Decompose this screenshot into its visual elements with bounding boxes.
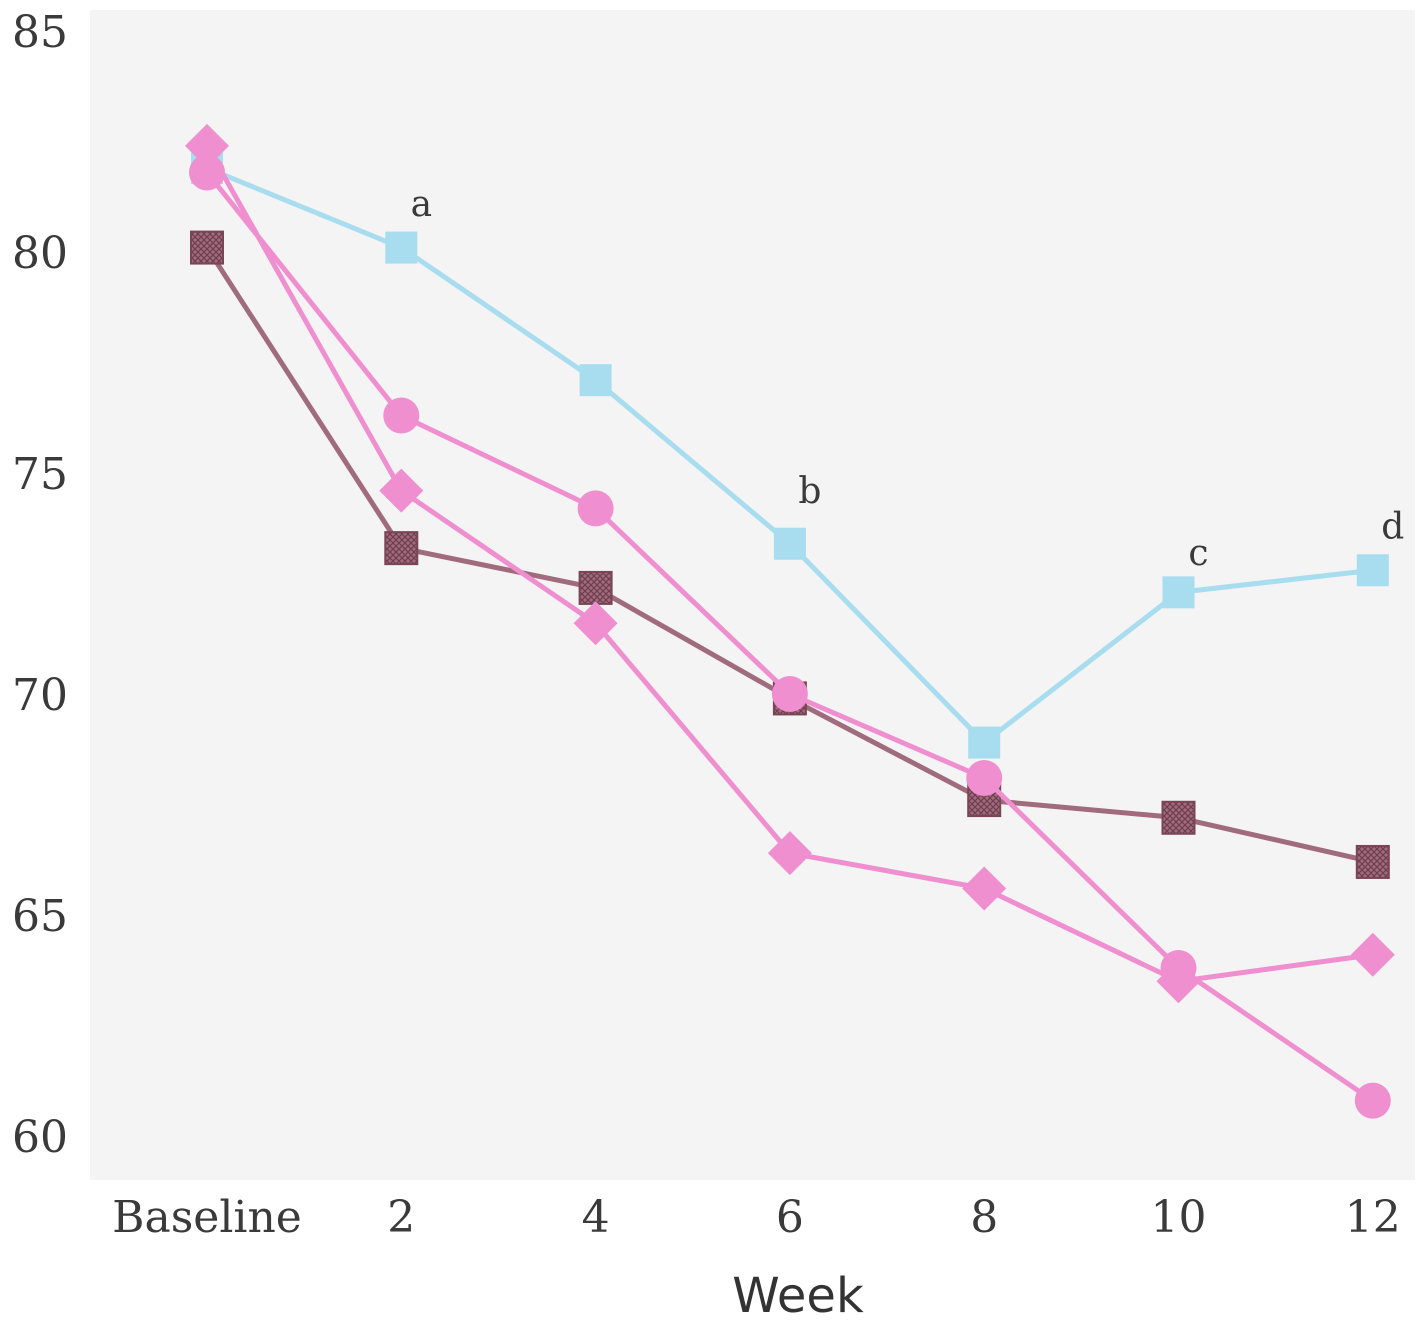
y-tick-label: 80 xyxy=(12,228,68,279)
x-tick-label: 10 xyxy=(1151,1192,1207,1243)
x-tick-label: 4 xyxy=(582,1192,610,1243)
x-tick-label: 6 xyxy=(776,1192,804,1243)
data-point xyxy=(384,531,419,566)
data-point xyxy=(1162,576,1195,609)
annotation-layer: a b c d xyxy=(411,184,1405,574)
data-point xyxy=(966,759,1003,796)
data-point xyxy=(1355,844,1390,879)
data-point xyxy=(771,676,808,712)
data-point xyxy=(767,831,812,876)
data-point xyxy=(1156,959,1201,1004)
y-tick-label: 60 xyxy=(12,1112,68,1163)
data-point xyxy=(1161,800,1196,835)
annotation-label: c xyxy=(1188,533,1208,574)
data-point xyxy=(573,601,618,646)
series-layer xyxy=(185,123,1395,1119)
data-point xyxy=(773,527,806,560)
data-point xyxy=(968,726,1001,759)
x-axis-ticks: Baseline 2 4 6 8 10 12 xyxy=(112,1192,1401,1243)
x-tick-label: 2 xyxy=(387,1192,415,1243)
annotation-label: a xyxy=(411,184,432,225)
data-point xyxy=(379,468,424,513)
y-tick-label: 75 xyxy=(12,449,68,500)
data-point xyxy=(385,231,418,264)
series-4 xyxy=(185,123,1395,1004)
data-point xyxy=(1356,554,1389,587)
plot-background xyxy=(90,10,1415,1180)
data-point xyxy=(578,570,613,605)
data-point xyxy=(1350,932,1395,977)
x-tick-label: 12 xyxy=(1345,1192,1401,1243)
data-point xyxy=(579,364,612,397)
annotation-label: b xyxy=(798,471,821,512)
data-point xyxy=(185,123,229,168)
y-axis-ticks: 60 65 70 75 80 85 xyxy=(12,7,68,1163)
data-point xyxy=(1354,1082,1391,1119)
annotation-label: d xyxy=(1381,506,1404,547)
y-tick-label: 70 xyxy=(12,670,68,721)
data-point xyxy=(383,397,420,434)
x-axis-label: Week xyxy=(732,1268,864,1324)
x-tick-label: 8 xyxy=(970,1192,998,1243)
y-tick-label: 65 xyxy=(12,891,68,942)
data-point xyxy=(577,490,614,527)
data-point xyxy=(190,230,224,265)
x-tick-label: Baseline xyxy=(112,1192,302,1243)
series-1 xyxy=(191,152,1389,759)
y-tick-label: 85 xyxy=(12,7,68,58)
data-point xyxy=(962,866,1007,911)
